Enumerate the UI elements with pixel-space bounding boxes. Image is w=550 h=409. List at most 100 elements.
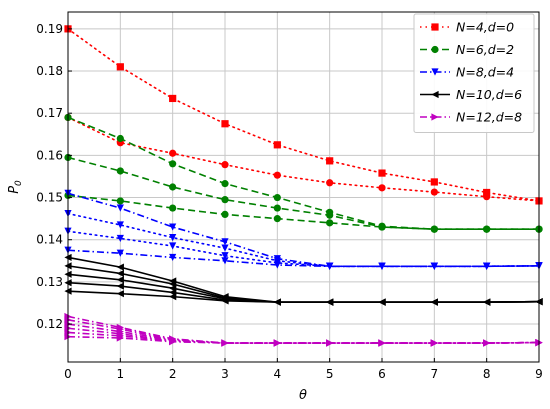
series-line xyxy=(67,327,540,344)
circle-marker xyxy=(273,171,281,179)
triangle-left-marker xyxy=(169,293,177,301)
legend-entry: N=6,d=2 xyxy=(420,42,514,57)
series-15 xyxy=(64,316,543,347)
circle-marker xyxy=(273,215,281,223)
triangle-down-marker xyxy=(221,257,229,265)
triangle-right-marker xyxy=(430,339,438,347)
circle-marker xyxy=(326,219,334,227)
y-tick-label: 0.18 xyxy=(36,64,63,78)
circle-marker xyxy=(431,45,439,54)
x-tick-label: 7 xyxy=(431,367,439,381)
series-14 xyxy=(64,312,543,347)
square-marker xyxy=(430,178,438,186)
circle-marker xyxy=(169,183,177,191)
circle-marker xyxy=(116,167,124,175)
circle-marker xyxy=(430,188,438,196)
series-line xyxy=(67,230,540,268)
square-marker xyxy=(116,63,124,71)
y-tick-label: 0.17 xyxy=(36,106,63,120)
circle-marker xyxy=(169,160,177,168)
circle-marker xyxy=(378,184,386,192)
x-tick-label: 9 xyxy=(535,367,543,381)
y-tick-label: 0.19 xyxy=(36,22,63,36)
triangle-left-marker xyxy=(431,90,439,99)
series-line xyxy=(67,290,540,303)
triangle-left-marker xyxy=(116,282,124,290)
legend-entry: N=10,d=6 xyxy=(420,87,522,102)
triangle-left-marker xyxy=(221,297,229,305)
triangle-down-marker xyxy=(116,249,124,257)
circle-marker xyxy=(116,197,124,205)
circle-marker xyxy=(430,225,438,233)
triangle-left-marker xyxy=(116,269,124,278)
triangle-right-marker xyxy=(326,339,334,347)
x-tick-label: 1 xyxy=(117,367,125,381)
triangle-left-marker xyxy=(116,276,124,284)
triangle-left-marker xyxy=(430,298,438,306)
triangle-down-marker xyxy=(221,238,229,246)
legend-label: N=12,d=8 xyxy=(456,110,522,125)
legend-label: N=8,d=4 xyxy=(456,65,514,80)
triangle-right-marker xyxy=(483,339,491,347)
triangle-right-marker xyxy=(378,339,386,347)
triangle-right-marker xyxy=(221,339,229,347)
triangle-down-marker xyxy=(273,261,281,269)
circle-marker xyxy=(169,149,177,157)
series-9 xyxy=(64,253,543,306)
triangle-down-marker xyxy=(116,204,124,212)
plot-frame xyxy=(67,11,540,363)
legend-entry: N=12,d=8 xyxy=(420,110,522,125)
triangle-right-marker xyxy=(431,113,439,121)
triangle-down-marker xyxy=(378,262,386,270)
triangle-down-marker xyxy=(169,223,177,231)
circle-marker xyxy=(483,225,491,233)
series-line xyxy=(67,249,540,268)
series-line xyxy=(67,335,540,344)
triangle-right-marker xyxy=(116,334,124,342)
triangle-left-marker xyxy=(483,298,491,306)
series-line xyxy=(67,28,540,202)
series-line xyxy=(67,194,539,230)
series-line xyxy=(67,319,540,344)
circle-marker xyxy=(273,204,281,212)
series-13 xyxy=(64,287,543,306)
x-tick-label: 8 xyxy=(483,367,491,381)
x-tick-label: 6 xyxy=(378,367,386,381)
circle-marker xyxy=(378,223,386,231)
axes: 0 1 2 3 4 5 6 7 8 9 0.12 0.13 0.14 0.15 0.16 0.17 0.18 0.… xyxy=(36,11,543,381)
triangle-down-marker xyxy=(483,262,491,270)
triangle-left-marker xyxy=(326,298,334,306)
x-axis-title: θ xyxy=(299,388,307,403)
triangle-down-marker xyxy=(221,252,229,260)
triangle-down-marker xyxy=(116,234,124,243)
x-tick-label: 5 xyxy=(326,367,334,381)
y-tick-label: 0.12 xyxy=(36,317,63,331)
triangle-left-marker xyxy=(273,298,281,306)
circle-marker xyxy=(326,211,334,219)
legend-label: N=10,d=6 xyxy=(456,87,522,102)
circle-marker xyxy=(221,210,229,219)
square-marker xyxy=(431,23,439,31)
square-marker xyxy=(273,141,281,149)
circle-marker xyxy=(116,134,124,143)
series-line xyxy=(67,116,540,202)
series-7 xyxy=(64,227,543,270)
legend-label: N=4,d=0 xyxy=(456,20,514,35)
x-tick-label: 0 xyxy=(64,367,72,381)
legend-entry: N=8,d=4 xyxy=(420,65,514,80)
circle-marker xyxy=(326,179,334,187)
legend: N=4,d=0 N=6,d=2 N=8,d=4 N=10,d=6 N=12,d=8 xyxy=(413,13,535,133)
triangle-down-marker xyxy=(221,244,229,252)
circle-marker xyxy=(483,193,491,201)
triangle-down-marker xyxy=(116,221,124,229)
y-tick-label: 0.15 xyxy=(36,191,63,205)
triangle-down-marker xyxy=(169,234,177,242)
circle-marker xyxy=(221,180,229,188)
grid-lines xyxy=(67,12,540,362)
series-19 xyxy=(64,333,543,347)
triangle-down-marker xyxy=(169,253,177,262)
triangle-right-marker xyxy=(273,339,281,347)
legend-label: N=6,d=2 xyxy=(456,42,514,57)
